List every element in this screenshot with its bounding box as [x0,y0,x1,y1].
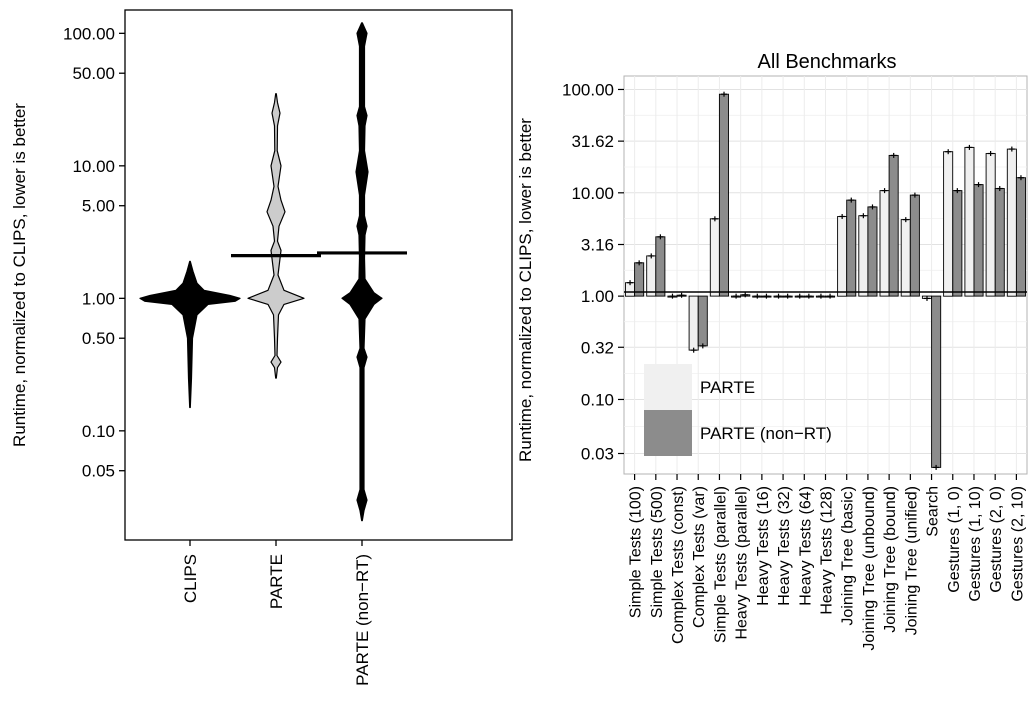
y-tick-label: 100.00 [63,24,115,43]
x-tick-label: Gestures (2, 0) [988,486,1005,593]
bar [846,199,857,297]
bar [900,219,911,297]
y-tick-label: 0.32 [581,338,614,357]
x-tick-label: Joining Tree (basic) [840,486,857,626]
x-tick-label: Heavy Tests (128) [819,486,836,615]
bar [888,154,899,297]
y-tick-label: 50.00 [72,64,115,83]
y-tick-label: 0.10 [581,390,614,409]
violin-shape [247,93,305,379]
y-tick-label: 31.62 [571,132,614,151]
bar [697,295,708,347]
x-tick-label: Heavy Tests (64) [797,486,814,606]
bar [867,206,878,297]
bar [943,151,954,297]
x-tick-label: Joining Tree (unified) [903,486,920,635]
legend-label: PARTE [700,378,755,397]
violin-y-axis-label: Runtime, normalized to CLIPS, lower is b… [10,103,29,447]
x-tick-label: Heavy Tests (16) [755,486,772,606]
bar [688,295,699,351]
bar [931,295,942,468]
bar [879,190,890,297]
x-tick-label: PARTE (non−RT) [353,554,372,686]
y-tick-label: 5.00 [82,197,115,216]
bar [709,218,720,297]
legend-label: PARTE (non−RT) [700,424,832,443]
y-tick-label: 0.05 [82,462,115,481]
bar-legend: PARTE PARTE (non−RT) [644,364,832,456]
bar [655,236,666,297]
violin-mean-lines [145,251,407,300]
bar [973,184,984,297]
bar [1006,148,1017,297]
x-tick-label: Joining Tree (unbound) [861,486,878,651]
y-tick-label: 1.00 [82,289,115,308]
bar-y-axis-label: Runtime, normalized to CLIPS, lower is b… [516,118,535,462]
x-tick-label: Complex Tests (var) [691,486,708,628]
bar-x-axis: Simple Tests (100) Simple Tests (500) Comp… [628,474,1026,651]
y-tick-label: 0.50 [82,329,115,348]
violin-y-axis: 100.00 50.00 10.00 5.00 1.00 0.50 0.10 0.05 [63,24,125,481]
y-tick-label: 10.00 [72,157,115,176]
x-tick-label: PARTE [267,554,286,609]
bar [837,216,848,297]
bar [964,146,975,297]
x-tick-label: Heavy Tests (32) [776,486,793,606]
bar-chart-title: All Benchmarks [758,51,897,73]
x-tick-label: Gestures (1, 0) [946,486,963,593]
legend-swatch [644,410,692,456]
y-tick-label: 1.00 [581,287,614,306]
y-tick-label: 100.00 [562,80,614,99]
y-tick-label: 3.16 [581,236,614,255]
x-tick-label: Search [925,486,942,537]
x-tick-label: Gestures (2, 10) [1009,486,1026,602]
bars [625,91,1026,470]
legend-swatch [644,364,692,410]
bar [1015,177,1026,297]
bar [718,93,729,297]
bar-y-axis: 100.00 31.62 10.00 3.16 1.00 0.32 0.10 0.03 [562,80,624,464]
bar [994,188,1005,297]
y-tick-label: 10.00 [571,184,614,203]
violin-chart: 100.00 50.00 10.00 5.00 1.00 0.50 0.10 0.05 CLI… [10,9,513,686]
bar-chart: All Benchmarks 100.00 31.62 10.00 3.16 1.00 0… [516,51,1028,651]
x-tick-label: Simple Tests (500) [649,486,666,618]
x-tick-label: Heavy Tests (parallel) [734,486,751,640]
x-tick-label: Simple Tests (parallel) [712,486,729,643]
x-tick-label: Joining Tree (bound) [882,486,899,633]
bar [634,262,645,297]
violin-shape [341,22,383,522]
x-tick-label: Simple Tests (100) [628,486,645,618]
bar [952,190,963,297]
violin-plot-area [124,9,513,541]
x-tick-label: Complex Tests (const) [670,486,687,644]
y-tick-label: 0.03 [581,445,614,464]
x-tick-label: CLIPS [181,554,200,603]
y-tick-label: 0.10 [82,422,115,441]
bar [909,194,920,297]
bar [646,255,657,297]
bar [985,153,996,297]
violin-x-axis: CLIPS PARTE PARTE (non−RT) [181,540,372,686]
bar [858,215,869,297]
x-tick-label: Gestures (1, 10) [967,486,984,602]
